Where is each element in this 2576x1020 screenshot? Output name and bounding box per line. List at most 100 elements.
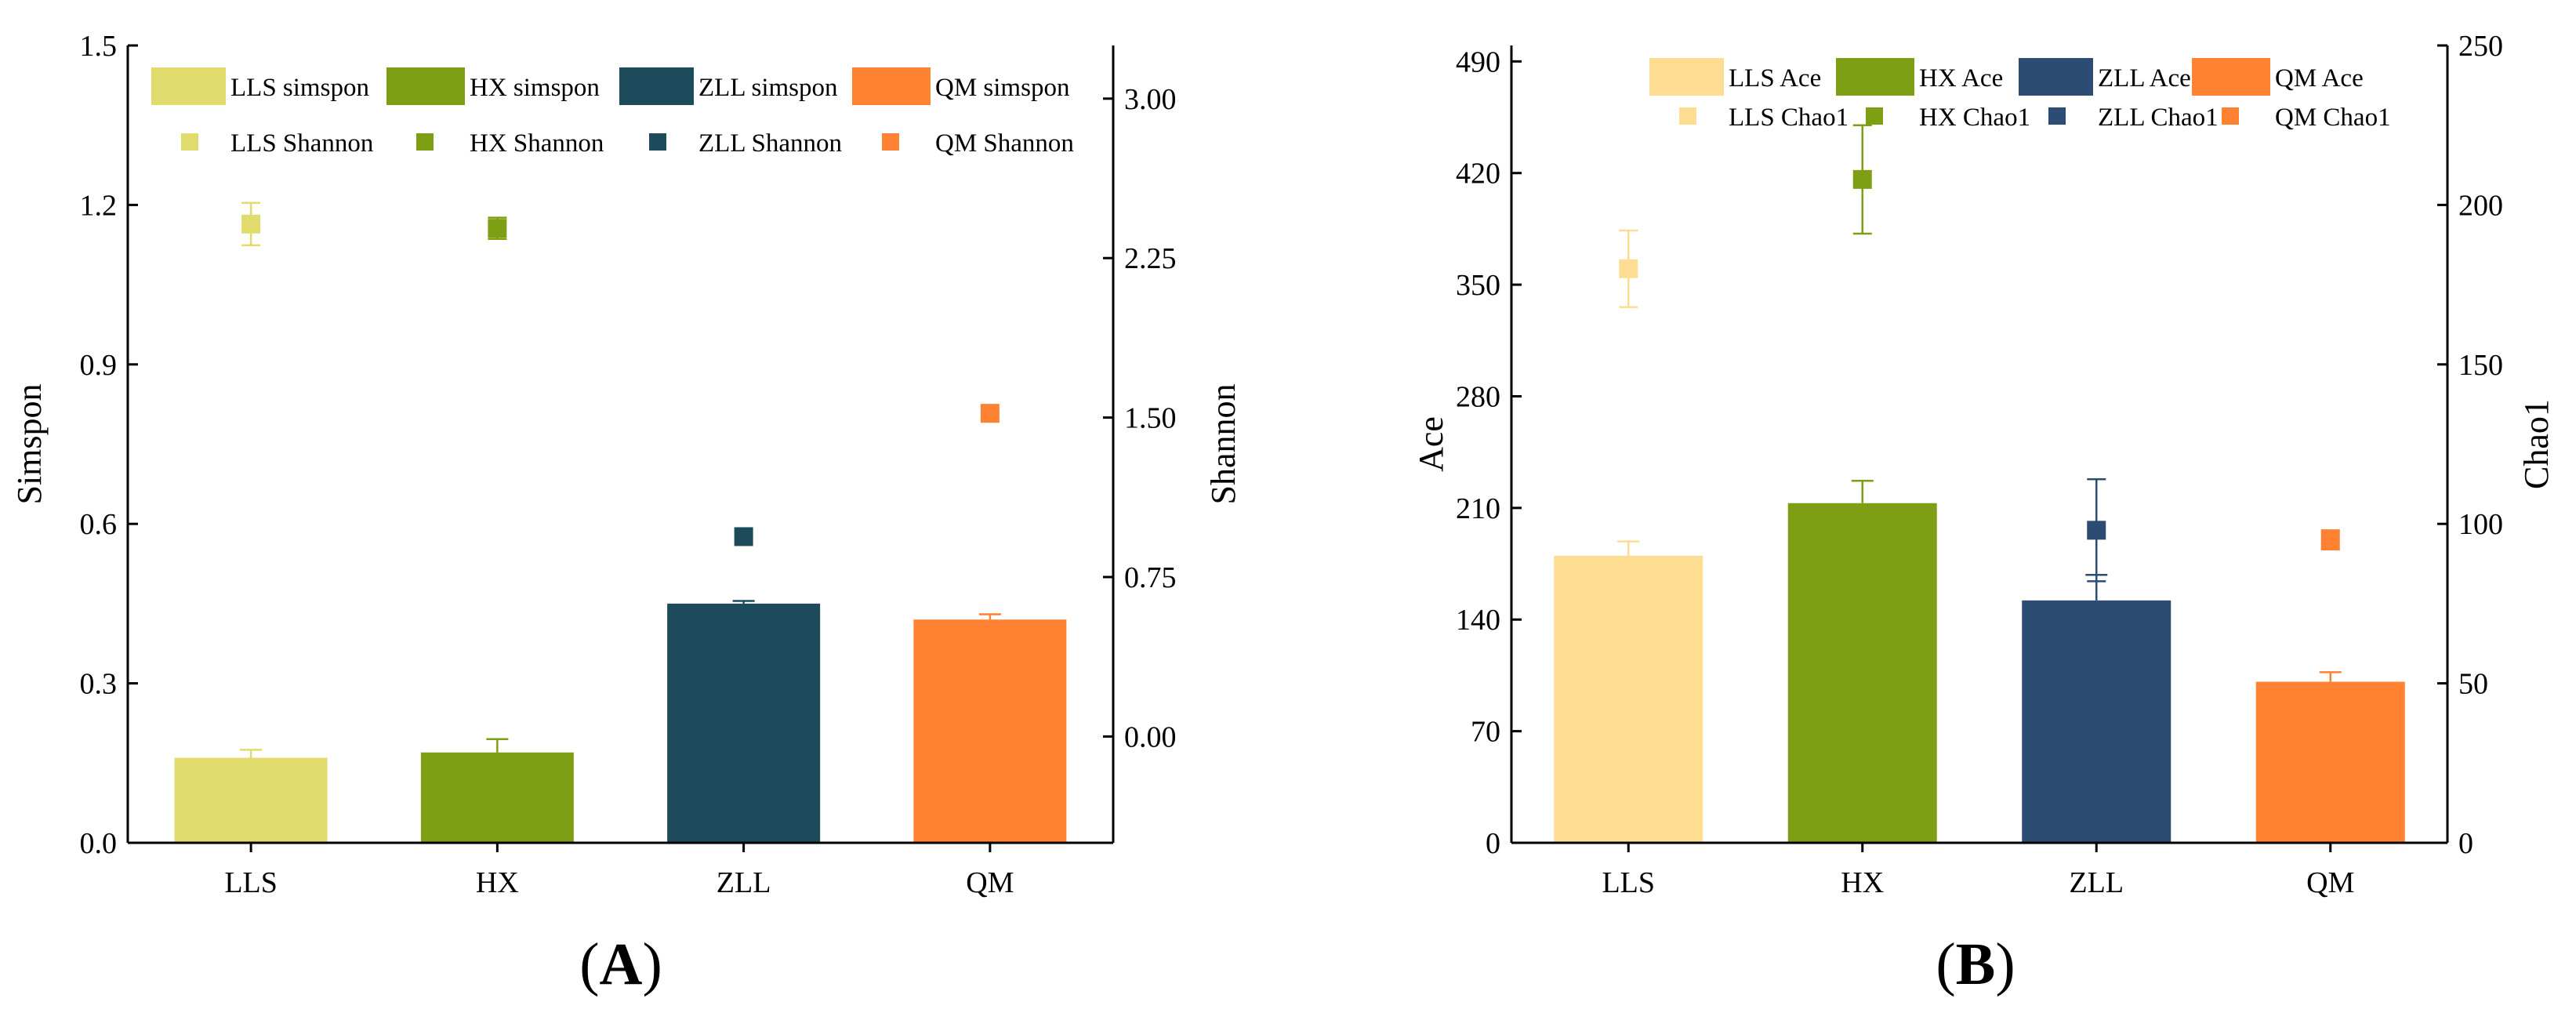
panel-label: (B) xyxy=(1936,931,2015,997)
bar-hx xyxy=(1787,503,1937,843)
panel-label-open: ( xyxy=(579,931,599,997)
panel-label-open: ( xyxy=(1936,931,1955,997)
bar-lls xyxy=(1554,555,1703,843)
point-hx xyxy=(1852,169,1872,189)
chart-panel-a: 0.0 0.3 0.6 0.9 1.2 1.5 0.00 0.75 1.50 2.25 3.00 LL… xyxy=(10,30,1243,997)
x-tick-label-zll: ZLL xyxy=(717,866,771,899)
legend-swatch-point xyxy=(882,133,899,151)
point-series-shannon xyxy=(241,201,1000,546)
bar-qm xyxy=(913,619,1067,843)
right-tick-label: 0.00 xyxy=(1124,721,1177,753)
bar-lls xyxy=(174,757,328,843)
legend-label-bar: ZLL Ace xyxy=(2098,64,2191,93)
panel-label: (A) xyxy=(579,931,662,997)
point-lls xyxy=(1619,259,1638,278)
legend: LLS simspon HX simspon ZLL simspon QM simsp… xyxy=(151,67,1074,158)
right-tick-label: 50 xyxy=(2458,668,2488,701)
legend-label-point: LLS Chao1 xyxy=(1729,103,1849,132)
bar-hx xyxy=(420,752,574,843)
legend-swatch-point xyxy=(1866,107,1883,125)
legend-label-bar: QM Ace xyxy=(2275,64,2364,93)
y-axis-title-left: Ace xyxy=(1412,416,1450,472)
left-tick-label: 350 xyxy=(1456,269,1500,302)
right-tick-label: 100 xyxy=(2458,508,2503,541)
y-axis-title-right: Chao1 xyxy=(2517,399,2556,489)
legend-label-bar: HX simspon xyxy=(470,74,600,102)
x-tick-label-zll: ZLL xyxy=(2069,866,2124,899)
right-tick-label: 0.75 xyxy=(1124,561,1177,594)
bar-series-simspon xyxy=(174,600,1067,843)
right-tick-label: 1.50 xyxy=(1124,402,1177,435)
y-axis-title-left: Simspon xyxy=(10,383,49,504)
error-bar-hx xyxy=(1851,480,1874,503)
legend-swatch-bar xyxy=(2192,58,2270,96)
legend-label-point: HX Chao1 xyxy=(1919,103,2030,132)
error-bar-lls xyxy=(240,749,263,758)
legend-swatch-point xyxy=(181,133,198,151)
legend-label-bar: LLS simspon xyxy=(230,74,369,102)
point-series-chao1 xyxy=(1619,124,2340,583)
legend-swatch-point xyxy=(1679,107,1696,125)
x-tick-label-qm: QM xyxy=(2306,866,2354,899)
x-tick-label-lls: LLS xyxy=(224,866,278,899)
bar-series-ace xyxy=(1554,480,2405,843)
right-tick-label: 3.00 xyxy=(1124,83,1177,116)
legend-label-point: HX Shannon xyxy=(470,129,604,158)
left-tick-label: 0 xyxy=(1486,827,1500,860)
legend-swatch-bar xyxy=(1649,58,1724,96)
axes: 0.0 0.3 0.6 0.9 1.2 1.5 0.00 0.75 1.50 2.25 3.00 LL… xyxy=(80,30,1177,899)
bar-zll xyxy=(2022,600,2171,843)
left-tick-label: 0.9 xyxy=(80,349,118,382)
legend-swatch-point xyxy=(2048,107,2066,125)
bar-qm xyxy=(2255,681,2405,843)
legend-swatch-bar xyxy=(1836,58,1914,96)
legend-label-bar: HX Ace xyxy=(1919,64,2003,93)
error-bar-zll xyxy=(732,600,755,604)
panel-label-letter: A xyxy=(600,931,643,997)
legend-label-bar: LLS Ace xyxy=(1729,64,1821,93)
legend-swatch-point xyxy=(416,133,434,151)
left-tick-label: 280 xyxy=(1456,380,1500,413)
left-tick-label: 70 xyxy=(1471,716,1500,749)
legend-label-point: QM Chao1 xyxy=(2275,103,2391,132)
left-tick-label: 1.2 xyxy=(80,189,118,222)
legend-label-point: QM Shannon xyxy=(935,129,1074,158)
x-tick-label-hx: HX xyxy=(1841,866,1884,899)
left-tick-label: 210 xyxy=(1456,492,1500,525)
point-zll xyxy=(2087,521,2106,540)
error-bar-qm xyxy=(2319,671,2342,682)
legend-swatch-point xyxy=(649,133,666,151)
legend-label-point: ZLL Shannon xyxy=(698,129,842,158)
legend-swatch-bar xyxy=(151,67,226,105)
panel-label-close: ) xyxy=(642,931,662,997)
legend-label-bar: QM simspon xyxy=(935,74,1069,102)
right-tick-label: 2.25 xyxy=(1124,242,1177,275)
point-qm xyxy=(980,404,1000,423)
legend-label-point: ZLL Chao1 xyxy=(2098,103,2219,132)
left-tick-label: 1.5 xyxy=(80,30,118,63)
right-tick-label: 200 xyxy=(2458,189,2503,222)
left-tick-label: 420 xyxy=(1456,158,1500,191)
point-zll xyxy=(734,527,753,546)
left-tick-label: 0.3 xyxy=(80,668,118,701)
legend-swatch-bar xyxy=(386,67,465,105)
x-tick-label-lls: LLS xyxy=(1602,866,1655,899)
legend-label-point: LLS Shannon xyxy=(230,129,373,158)
axes: 0 70 140 210 280 350 420 490 0 50 100 150 200 250 LLS H… xyxy=(1456,30,2503,899)
right-tick-label: 250 xyxy=(2458,30,2503,63)
legend-swatch-point xyxy=(2222,107,2239,125)
bar-zll xyxy=(667,603,821,843)
left-tick-label: 0.6 xyxy=(80,508,118,541)
right-tick-label: 0 xyxy=(2458,827,2473,860)
point-lls xyxy=(241,214,261,234)
point-qm xyxy=(2320,530,2340,550)
x-tick-label-qm: QM xyxy=(966,866,1014,899)
error-bar-hx xyxy=(486,738,509,753)
panel-label-letter: B xyxy=(1956,931,1996,997)
y-axis-title-right: Shannon xyxy=(1204,384,1243,505)
error-bar-qm xyxy=(978,613,1001,620)
x-tick-label-hx: HX xyxy=(476,866,519,899)
error-bar-lls xyxy=(1617,540,1640,556)
left-tick-label: 140 xyxy=(1456,604,1500,637)
